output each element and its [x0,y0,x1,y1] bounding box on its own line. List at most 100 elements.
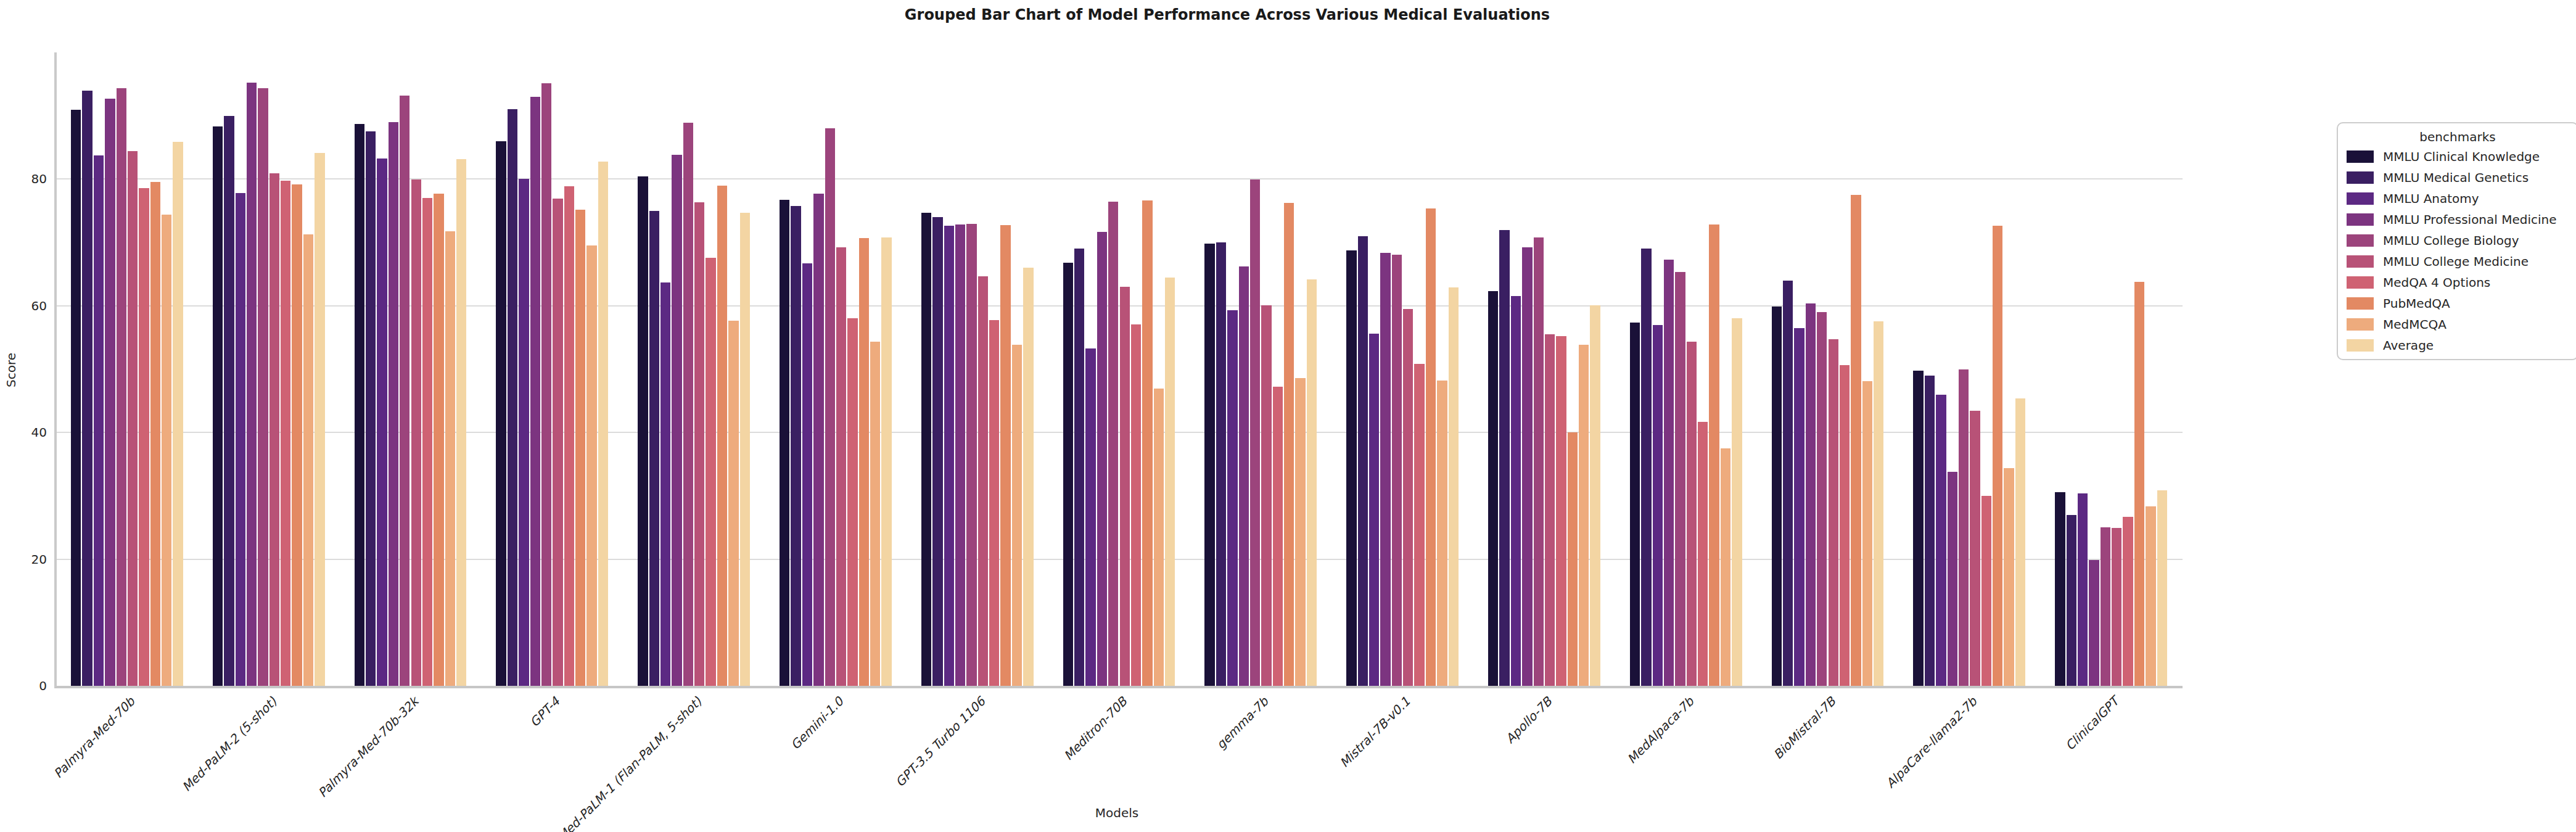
figure: Grouped Bar Chart of Model Performance A… [0,0,2576,832]
legend-label: MedMCQA [2383,317,2446,332]
bar [1488,291,1498,686]
bar [1426,208,1436,686]
bar [1239,266,1249,686]
bar [2089,560,2099,686]
bar [1216,242,1226,686]
bar [564,186,574,686]
bar [1794,328,1804,686]
bar [128,151,138,686]
legend-swatch-icon [2347,276,2374,289]
bar [1862,381,1872,686]
bar [2157,490,2167,686]
legend-item: MMLU College Medicine [2347,255,2569,268]
bar [1074,249,1084,686]
legend-item: MedQA 4 Options [2347,276,2569,289]
legend-label: MMLU Professional Medicine [2383,212,2557,227]
bar [150,182,160,686]
bar [1641,249,1651,686]
bar [2015,398,2025,686]
bar [553,199,562,686]
legend-swatch-icon [2347,297,2374,310]
legend-swatch-icon [2347,192,2374,205]
bar [955,224,965,686]
bar [1993,226,2002,686]
bar [2101,527,2110,686]
bar [649,211,659,686]
bar [1568,432,1578,686]
y-tick-label: 40 [10,426,47,439]
legend-items: MMLU Clinical KnowledgeMMLU Medical Gene… [2347,150,2569,352]
legend-swatch-icon [2347,171,2374,184]
bar [1131,324,1141,686]
bar [1250,179,1260,686]
legend: benchmarks MMLU Clinical KnowledgeMMLU M… [2337,122,2576,360]
bar [1346,250,1356,686]
bar [315,153,324,686]
bar [1772,307,1782,686]
bar [355,124,364,686]
bar [162,215,171,686]
bar [1437,381,1447,686]
x-tick-label: Palmyra-Med-70b [0,694,137,832]
bar [1414,364,1424,686]
legend-item: MedMCQA [2347,318,2569,331]
bar [1063,263,1073,686]
bar [870,342,880,686]
bar [1545,334,1555,686]
bar [921,213,931,686]
bar [541,83,551,686]
bar [292,184,302,686]
bar [411,179,421,686]
legend-label: MMLU Clinical Knowledge [2383,149,2540,164]
bar [672,155,681,686]
bar [1851,195,1861,686]
bar [1829,339,1838,686]
legend-item: MMLU Professional Medicine [2347,213,2569,226]
bar [1732,318,1742,686]
bar [978,276,988,686]
bar [445,231,455,686]
y-tick-label: 0 [10,679,47,693]
legend-label: PubMedQA [2383,296,2450,311]
bar [1874,321,1883,686]
bar [1307,279,1317,686]
bar [791,206,800,686]
legend-swatch-icon [2347,213,2374,226]
legend-item: MMLU College Biology [2347,234,2569,247]
bar [598,162,608,686]
bar [236,193,245,686]
bar [117,88,126,686]
bar [94,155,104,686]
bar [270,173,279,686]
bar [2112,528,2121,686]
bar [1959,369,1969,686]
bar [1687,342,1697,686]
bar [303,234,313,686]
bar [1392,255,1402,686]
bar [377,159,387,686]
bar [400,96,409,686]
bar [1369,334,1379,686]
chart-title: Grouped Bar Chart of Model Performance A… [0,6,2455,23]
bar [1097,232,1107,686]
bar [2078,493,2088,686]
bar [1698,422,1708,686]
bar [847,318,857,686]
bar [1261,305,1271,686]
y-tick-label: 80 [10,172,47,186]
bar [281,181,290,686]
bar [258,88,268,686]
legend-item: MMLU Anatomy [2347,192,2569,205]
legend-item: PubMedQA [2347,297,2569,310]
bar [530,97,540,686]
bar [859,238,869,686]
legend-label: MMLU College Biology [2383,233,2519,248]
legend-label: Average [2383,338,2434,353]
bar [1579,345,1589,686]
bar [1948,472,1957,686]
legend-item: MMLU Clinical Knowledge [2347,150,2569,163]
bar [1023,268,1033,686]
bar [1449,287,1459,686]
bar [728,321,738,686]
bar [1590,305,1600,686]
